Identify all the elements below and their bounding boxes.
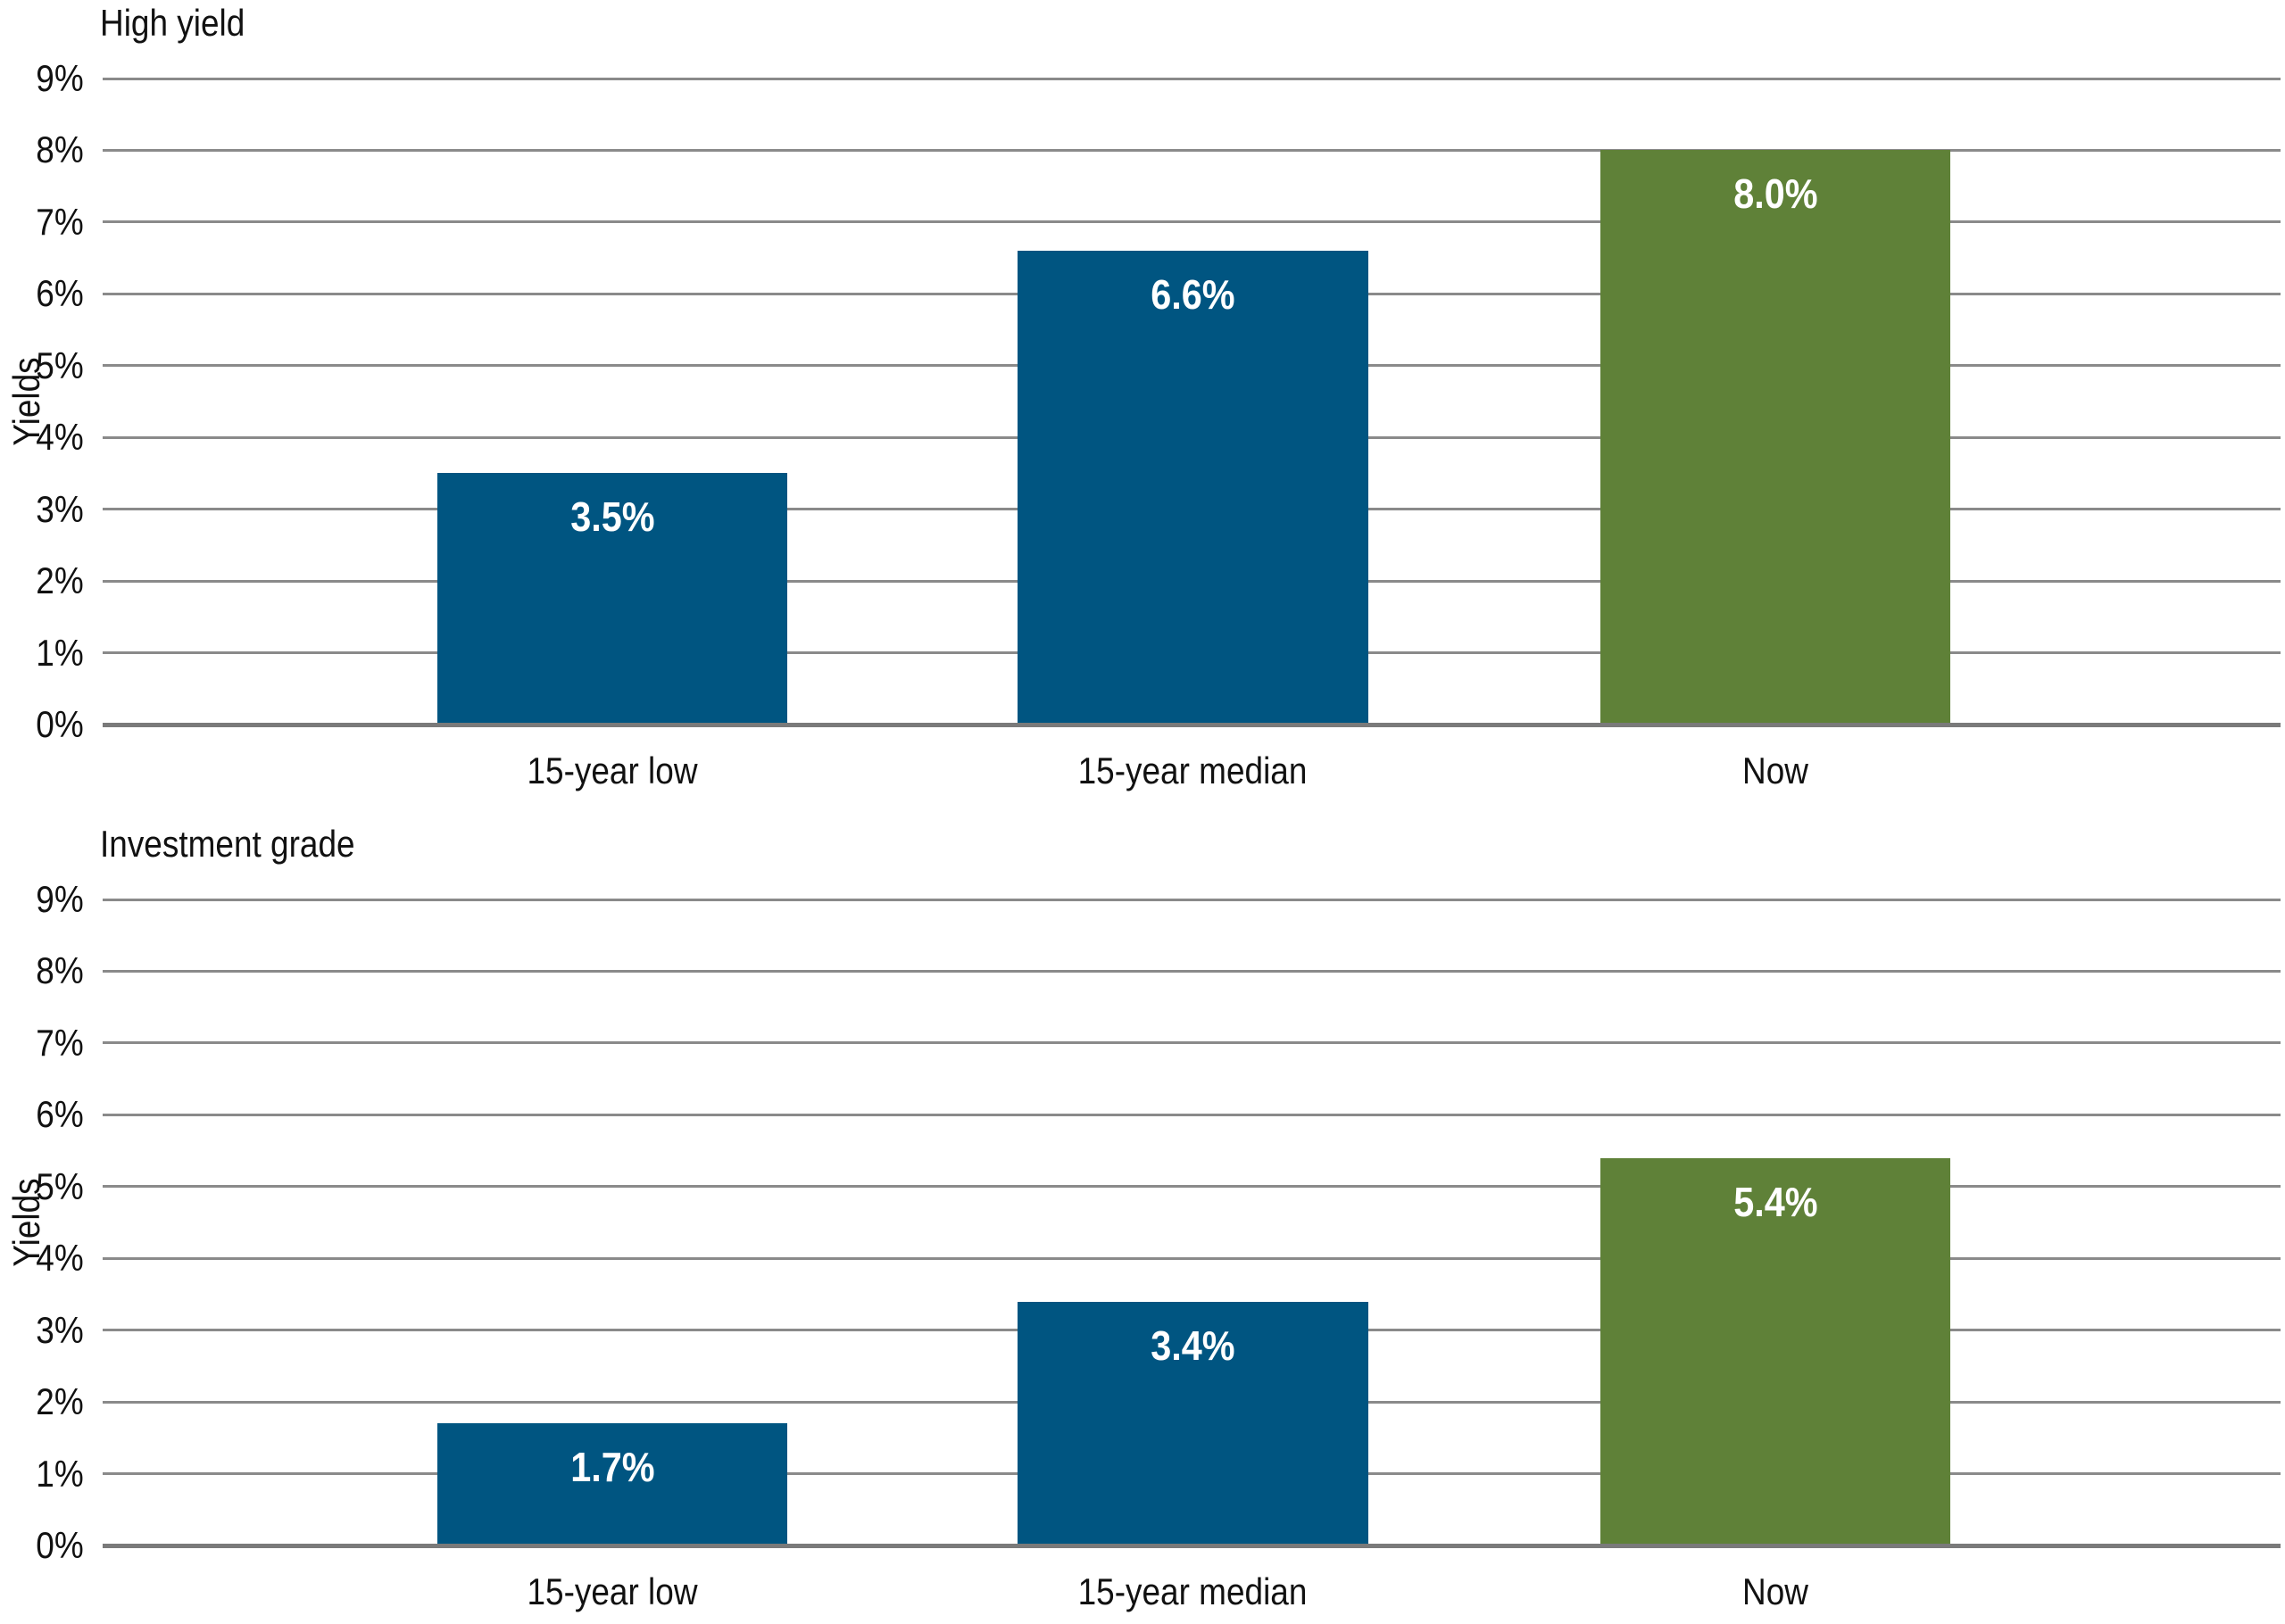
gridline-9pct — [103, 898, 2281, 901]
bar-value-label-15-year-low: 3.5% — [569, 493, 655, 541]
x-tick-label-15-year-median: 15-year median — [1077, 750, 1308, 791]
y-tick-label-9pct: 9% — [36, 878, 84, 920]
x-tick-label-15-year-low: 15-year low — [527, 750, 698, 791]
y-tick-label-4pct: 4% — [36, 1237, 84, 1280]
plot-area-investment-grade: 1.7% 3.4% 5.4% — [103, 898, 2281, 1548]
gridline-8pct — [103, 148, 2281, 152]
y-tick-label-5pct: 5% — [36, 344, 84, 386]
y-axis-tick-labels: 0% 1% 2% 3% 4% 5% 6% 7% 8% 9% — [0, 57, 91, 745]
gridline-5pct — [103, 1185, 2281, 1189]
y-tick-label-6pct: 6% — [36, 272, 84, 315]
y-tick-label-0pct: 0% — [36, 1524, 84, 1566]
bar-value-label-15-year-low: 1.7% — [569, 1444, 655, 1491]
y-tick-label-2pct: 2% — [36, 559, 84, 602]
bar-now: 5.4% — [1600, 1157, 1951, 1545]
bar-15-year-low: 3.5% — [436, 473, 788, 725]
investment-grade-chart: Investment grade Yields 0% 1% 2% 3% 4% 5% 6% 7%… — [0, 821, 2285, 1624]
x-axis-line — [103, 1543, 2281, 1548]
bar-value-label-15-year-median: 6.6% — [1151, 271, 1235, 319]
chart-title-high-yield: High yield — [100, 2, 245, 44]
bar-value-label-15-year-median: 3.4% — [1151, 1322, 1235, 1369]
bar-now: 8.0% — [1600, 150, 1951, 725]
high-yield-chart: High yield Yields 0% 1% 2% 3% 4% 5% 6% 7% 8% 9% 3… — [0, 0, 2285, 803]
y-tick-label-1pct: 1% — [36, 1452, 84, 1495]
gridline-6pct — [103, 1113, 2281, 1116]
y-tick-label-3pct: 3% — [36, 1308, 84, 1351]
y-tick-label-6pct: 6% — [36, 1093, 84, 1136]
bar-15-year-median: 6.6% — [1017, 251, 1368, 725]
y-tick-label-7pct: 7% — [36, 1021, 84, 1064]
y-tick-label-7pct: 7% — [36, 200, 84, 243]
y-tick-label-5pct: 5% — [36, 1164, 84, 1207]
y-tick-label-3pct: 3% — [36, 487, 84, 530]
bar-15-year-median: 3.4% — [1017, 1301, 1368, 1545]
x-tick-label-now: Now — [1741, 1570, 1808, 1612]
y-tick-label-8pct: 8% — [36, 128, 84, 171]
gridline-9pct — [103, 77, 2281, 80]
bar-value-label-now: 8.0% — [1732, 170, 1818, 218]
y-axis-tick-labels: 0% 1% 2% 3% 4% 5% 6% 7% 8% 9% — [0, 878, 91, 1566]
y-tick-label-9pct: 9% — [36, 57, 84, 99]
x-axis-tick-labels: 15-year low 15-year median Now — [103, 1570, 2281, 1620]
x-tick-label-15-year-median: 15-year median — [1077, 1570, 1308, 1612]
gridline-7pct — [103, 220, 2281, 224]
x-axis-line — [103, 722, 2281, 727]
x-tick-label-now: Now — [1741, 750, 1808, 791]
y-tick-label-1pct: 1% — [36, 631, 84, 674]
bar-value-label-now: 5.4% — [1732, 1178, 1818, 1225]
gridline-8pct — [103, 969, 2281, 973]
gridline-7pct — [103, 1041, 2281, 1045]
y-tick-label-2pct: 2% — [36, 1380, 84, 1423]
bar-15-year-low: 1.7% — [436, 1423, 788, 1545]
y-tick-label-0pct: 0% — [36, 703, 84, 745]
x-axis-tick-labels: 15-year low 15-year median Now — [103, 750, 2281, 800]
gridline-4pct — [103, 1256, 2281, 1260]
x-tick-label-15-year-low: 15-year low — [527, 1570, 698, 1612]
plot-area-high-yield: 3.5% 6.6% 8.0% — [103, 77, 2281, 727]
chart-title-investment-grade: Investment grade — [100, 823, 355, 865]
y-tick-label-8pct: 8% — [36, 949, 84, 992]
y-tick-label-4pct: 4% — [36, 416, 84, 459]
